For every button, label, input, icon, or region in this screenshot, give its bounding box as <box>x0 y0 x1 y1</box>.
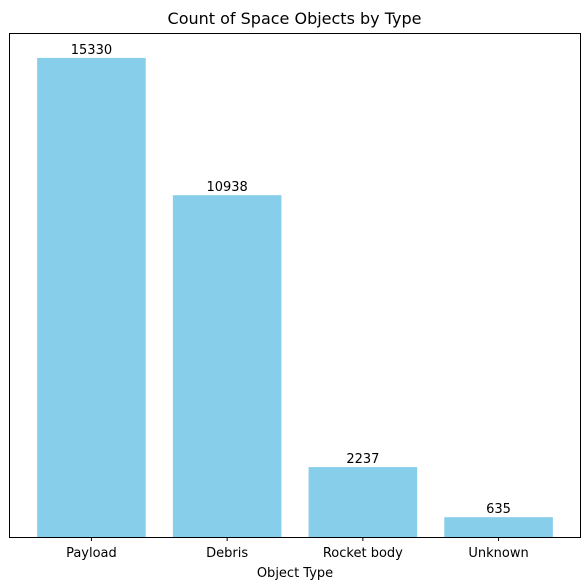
plot-frame <box>9 33 581 538</box>
bar-debris <box>172 195 282 537</box>
chart-title: Count of Space Objects by Type <box>168 9 422 28</box>
data-label-debris: 10938 <box>206 180 247 195</box>
x-tick-label-rocket-body: Rocket body <box>323 546 403 561</box>
bar-rocket-body <box>308 467 418 537</box>
data-label-unknown: 635 <box>486 502 511 517</box>
x-ticks-layer: Payload Debris Rocket body Unknown <box>66 537 529 561</box>
data-label-rocket-body: 2237 <box>346 452 379 467</box>
x-axis-label: Object Type <box>257 566 333 581</box>
bar-unknown <box>444 517 553 537</box>
x-tick-label-debris: Debris <box>206 546 248 561</box>
x-tick-label-unknown: Unknown <box>468 546 528 561</box>
bar-payload <box>37 57 146 537</box>
data-labels-layer: 15330 10938 2237 635 <box>71 43 511 517</box>
x-tick-label-payload: Payload <box>66 546 117 561</box>
data-label-payload: 15330 <box>71 43 112 58</box>
bars-layer <box>37 57 553 537</box>
